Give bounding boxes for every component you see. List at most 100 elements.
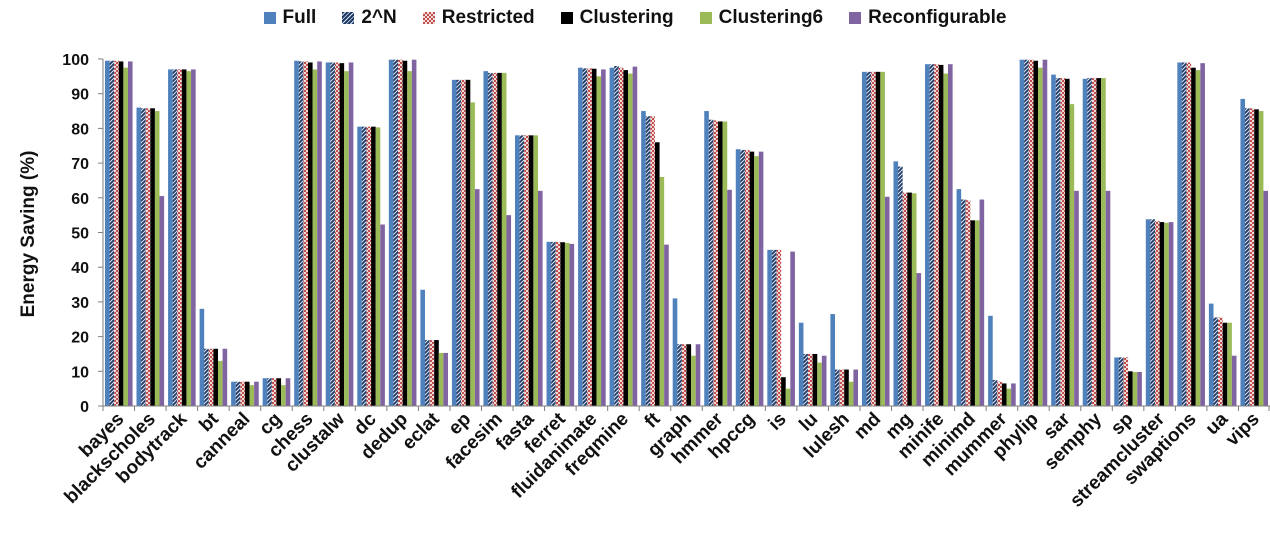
bar-full-cg	[262, 378, 268, 406]
bar-2n-eclat	[424, 340, 430, 406]
bar-clustering-fasta	[528, 135, 534, 406]
bar-clustering6-streamcluster	[1164, 222, 1169, 406]
bar-clustering-eclat	[434, 340, 439, 406]
bar-clustering6-freqmine	[628, 73, 633, 406]
bar-full-dc	[357, 126, 362, 406]
bar-restricted-clustalw	[334, 62, 340, 406]
bar-clustering6-canneal	[249, 385, 255, 406]
bar-clustering6-eclat	[438, 352, 444, 406]
bar-2n-bt	[204, 348, 209, 406]
bar-full-md	[861, 71, 867, 406]
bar-reconfigurable-streamcluster	[1168, 222, 1174, 406]
legend-swatch-clustering	[560, 12, 573, 24]
bar-clustering6-ft	[659, 176, 665, 406]
bar-reconfigurable-clustalw	[348, 62, 354, 406]
bar-restricted-phylip	[1028, 59, 1034, 406]
bar-reconfigurable-bayes	[127, 61, 133, 407]
bar-clustering6-ferret	[564, 242, 570, 406]
bar-full-facesim	[483, 71, 489, 407]
bar-2n-cg	[267, 378, 272, 406]
bar-clustering6-fasta	[533, 135, 538, 406]
bar-restricted-minimd	[965, 200, 971, 406]
bar-full-ferret	[546, 241, 552, 406]
bar-reconfigurable-lulesh	[853, 369, 858, 406]
bar-full-hpccg	[735, 149, 741, 406]
legend-item-2n: 2^N	[342, 7, 397, 29]
y-axis-title: Energy Saving (%)	[18, 151, 39, 318]
bar-restricted-mummer	[997, 381, 1002, 406]
bar-reconfigurable-graph	[695, 344, 701, 406]
y-tick-label: 80	[71, 121, 89, 138]
bar-2n-fasta	[519, 135, 525, 406]
x-tick-label: vips	[1222, 409, 1264, 451]
bar-full-chess	[294, 60, 299, 407]
bar-clustering6-chess	[312, 69, 318, 406]
legend-label-2n: 2^N	[361, 7, 397, 28]
bar-reconfigurable-bodytrack	[191, 69, 196, 406]
bar-2n-clustalw	[330, 62, 335, 406]
bar-full-sar	[1051, 74, 1056, 407]
bar-reconfigurable-phylip	[1042, 59, 1048, 406]
bar-restricted-dc	[366, 126, 372, 406]
bar-full-sp	[1114, 357, 1119, 406]
bar-clustering6-lulesh	[848, 381, 854, 406]
bar-full-ua	[1208, 303, 1214, 406]
bar-restricted-bodytrack	[177, 69, 182, 406]
bar-2n-is	[771, 249, 777, 406]
y-tick-label: 30	[71, 295, 89, 312]
bar-2n-phylip	[1024, 59, 1029, 406]
bar-clustering6-sp	[1132, 371, 1138, 406]
bar-clustering-bodytrack	[181, 69, 187, 406]
bar-clustering-bayes	[118, 61, 124, 407]
bar-restricted-vips	[1249, 108, 1255, 407]
legend-item-reconfigurable: Reconfigurable	[849, 7, 1006, 29]
y-tick-label: 10	[71, 364, 89, 381]
legend-label-restricted: Restricted	[441, 7, 535, 28]
bar-clustering-graph	[686, 344, 692, 406]
bar-clustering6-cg	[281, 385, 286, 406]
bar-clustering-canneal	[244, 381, 250, 406]
bar-clustering-swaptions	[1191, 67, 1196, 407]
bar-clustering-minife	[938, 64, 944, 407]
bar-reconfigurable-sp	[1137, 371, 1142, 406]
y-tick-label: 50	[71, 226, 89, 243]
bar-reconfigurable-hmmer	[727, 189, 732, 406]
bar-full-ft	[641, 111, 646, 407]
bar-restricted-ua	[1218, 317, 1223, 406]
bar-restricted-sp	[1123, 357, 1129, 406]
bar-clustering-mg	[907, 192, 912, 406]
bar-reconfigurable-semphy	[1105, 190, 1111, 406]
bar-clustering-semphy	[1096, 78, 1102, 406]
bar-restricted-minife	[934, 64, 939, 406]
bar-full-minife	[925, 64, 930, 406]
bar-clustering6-clustalw	[344, 71, 349, 407]
bar-reconfigurable-minimd	[979, 199, 985, 406]
bar-clustering6-ua	[1227, 322, 1232, 406]
bar-clustering-md	[875, 71, 881, 406]
bar-2n-graph	[677, 344, 682, 406]
bar-reconfigurable-mg	[916, 273, 922, 406]
legend-swatch-reconfigurable	[849, 12, 862, 24]
x-tick-label: eclat	[398, 408, 444, 454]
legend-label-clustering6: Clustering6	[718, 7, 824, 28]
bar-reconfigurable-chess	[317, 61, 322, 407]
bar-clustering6-bodytrack	[186, 71, 192, 407]
bar-clustering-chess	[308, 62, 313, 406]
bar-clustering-hmmer	[718, 121, 723, 407]
bar-clustering-facesim	[497, 72, 502, 406]
bar-reconfigurable-is	[790, 251, 795, 406]
bar-2n-sar	[1055, 78, 1061, 406]
bar-2n-lu	[803, 353, 809, 406]
bar-clustering-dedup	[402, 60, 408, 407]
bar-reconfigurable-lu	[821, 355, 827, 406]
bar-reconfigurable-eclat	[443, 352, 448, 406]
bar-clustering6-vips	[1258, 111, 1264, 407]
bar-clustering-clustalw	[339, 63, 345, 406]
y-axis: 0 10 20 30 40 50 60 70 80 90 100	[62, 52, 104, 416]
bar-2n-bayes	[109, 60, 115, 407]
bar-clustering-mummer	[1001, 383, 1007, 406]
bar-reconfigurable-sar	[1074, 190, 1079, 406]
bar-2n-bodytrack	[172, 69, 178, 406]
bar-clustering6-blackscholes	[154, 111, 160, 407]
